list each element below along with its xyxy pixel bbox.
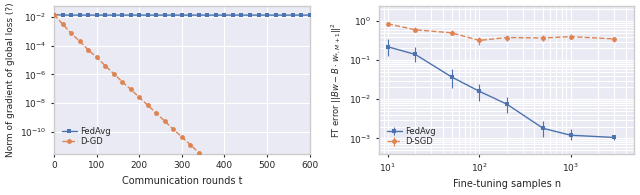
FedAvg [195, 14, 203, 16]
D-GD [51, 13, 58, 16]
FedAvg [51, 13, 58, 16]
D-GD [178, 136, 186, 138]
X-axis label: Fine-tuning samples n: Fine-tuning samples n [452, 179, 561, 190]
FedAvg [187, 14, 195, 16]
D-GD [229, 183, 237, 186]
FedAvg [289, 14, 296, 16]
D-GD [204, 160, 211, 162]
FedAvg [306, 14, 314, 16]
FedAvg [76, 14, 84, 16]
FedAvg [229, 14, 237, 16]
D-GD [170, 128, 177, 131]
FedAvg [297, 14, 305, 16]
Legend: FedAvg, D-SGD: FedAvg, D-SGD [383, 123, 439, 150]
D-GD [93, 56, 100, 58]
D-GD [101, 65, 109, 67]
FedAvg [118, 14, 126, 16]
FedAvg [237, 14, 245, 16]
D-GD [195, 152, 203, 154]
FedAvg [263, 14, 271, 16]
FedAvg [67, 14, 75, 16]
FedAvg [280, 14, 288, 16]
FedAvg [101, 14, 109, 16]
Y-axis label: FT error $||Bw - B\cdot w_{*,M+1}||^2$: FT error $||Bw - B\cdot w_{*,M+1}||^2$ [330, 22, 344, 138]
FedAvg [221, 14, 228, 16]
FedAvg [255, 14, 262, 16]
D-GD [237, 191, 245, 194]
D-GD [212, 168, 220, 170]
FedAvg [161, 14, 169, 16]
FedAvg [144, 14, 152, 16]
D-GD [152, 112, 160, 114]
D-GD [110, 73, 118, 75]
D-GD [59, 23, 67, 26]
D-GD [67, 32, 75, 35]
Line: FedAvg: FedAvg [52, 12, 312, 18]
FedAvg [272, 14, 280, 16]
FedAvg [212, 14, 220, 16]
D-GD [136, 96, 143, 99]
FedAvg [178, 14, 186, 16]
Y-axis label: Norm of gradient of global loss (?): Norm of gradient of global loss (?) [6, 2, 15, 157]
X-axis label: Communication rounds t: Communication rounds t [122, 176, 242, 186]
D-GD [187, 144, 195, 146]
FedAvg [59, 14, 67, 16]
D-GD [127, 88, 134, 90]
D-GD [221, 175, 228, 178]
D-GD [76, 40, 84, 42]
FedAvg [204, 14, 211, 16]
D-GD [161, 120, 169, 122]
FedAvg [84, 14, 92, 16]
FedAvg [136, 14, 143, 16]
FedAvg [127, 14, 134, 16]
FedAvg [110, 14, 118, 16]
D-GD [144, 104, 152, 106]
FedAvg [93, 14, 100, 16]
FedAvg [246, 14, 254, 16]
D-GD [118, 81, 126, 83]
FedAvg [170, 14, 177, 16]
D-GD [84, 49, 92, 51]
FedAvg [152, 14, 160, 16]
Line: D-GD: D-GD [52, 12, 312, 195]
Legend: FedAvg, D-GD: FedAvg, D-GD [58, 123, 114, 150]
